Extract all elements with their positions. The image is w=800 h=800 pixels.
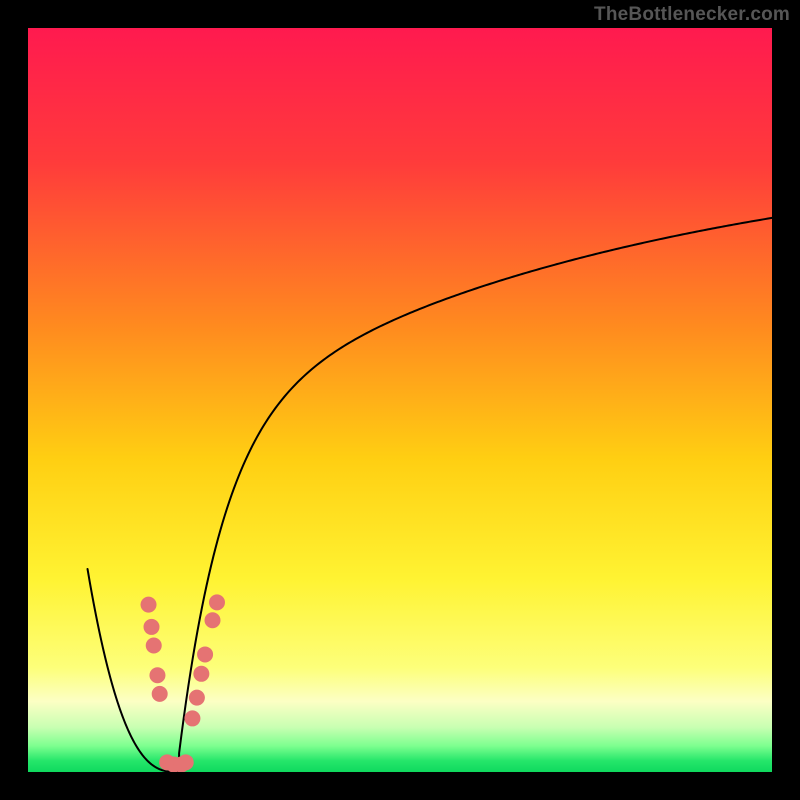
marker-dot (189, 690, 205, 706)
marker-dot (178, 754, 194, 770)
marker-dot (209, 594, 225, 610)
marker-dot (146, 638, 162, 654)
marker-dot (141, 597, 157, 613)
marker-dot (144, 619, 160, 635)
chart-svg (28, 28, 772, 772)
marker-dot (197, 646, 213, 662)
bottleneck-curve (88, 218, 772, 772)
marker-dot (184, 710, 200, 726)
marker-dot (205, 612, 221, 628)
plot-area (28, 28, 772, 772)
watermark-text: TheBottlenecker.com (594, 4, 790, 26)
marker-dot (193, 666, 209, 682)
marker-dot (152, 686, 168, 702)
chart-outer-frame: TheBottlenecker.com (0, 0, 800, 800)
marker-group (141, 594, 225, 772)
marker-dot (149, 667, 165, 683)
